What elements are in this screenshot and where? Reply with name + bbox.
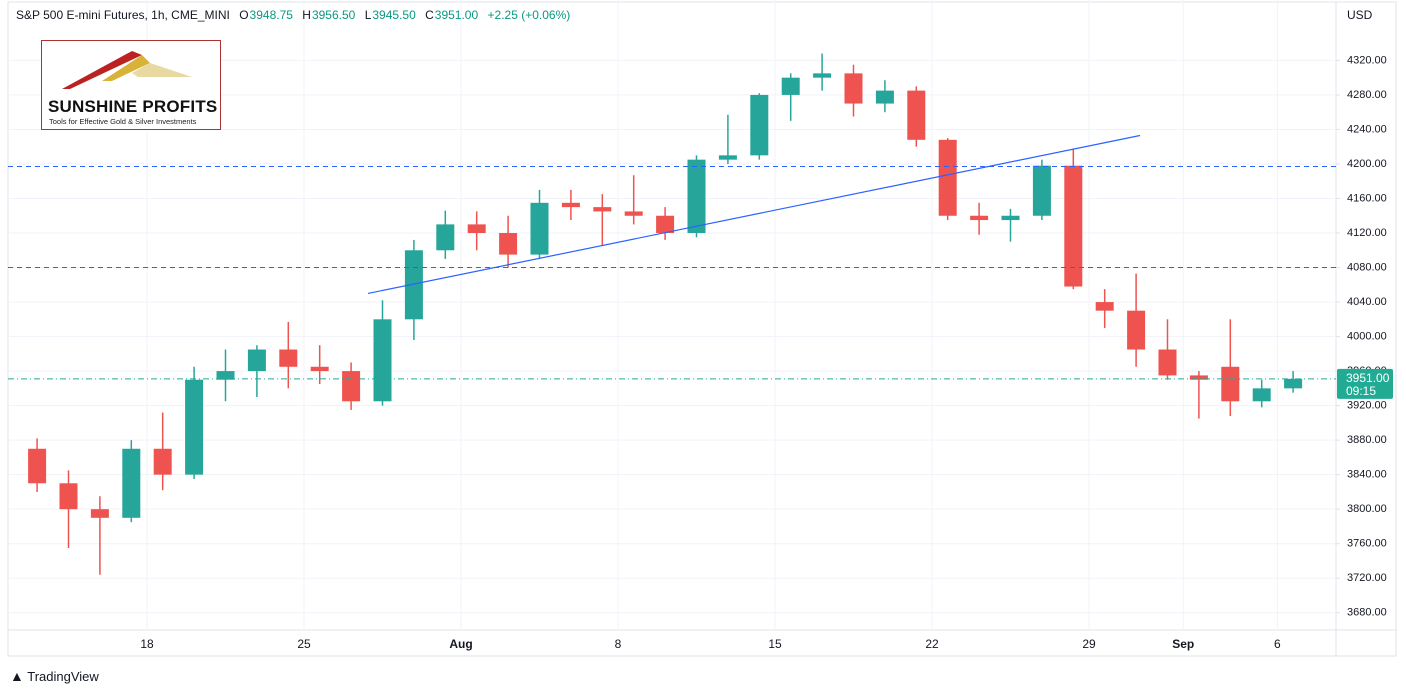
candle-body: [90, 509, 109, 518]
x-tick-label: Sep: [1172, 637, 1194, 651]
x-tick-label: 22: [925, 637, 939, 651]
candle-body: [813, 73, 832, 78]
logo-stripe: [132, 63, 192, 77]
candle-body: [216, 371, 235, 380]
candle-body: [279, 349, 298, 367]
x-tick-label: 29: [1082, 637, 1096, 651]
candle-body: [656, 215, 675, 234]
marks: [28, 53, 1303, 575]
candle-body: [593, 207, 612, 212]
y-tick-label: 3720.00: [1347, 572, 1387, 584]
candle-body: [750, 94, 769, 156]
candle-body: [59, 483, 78, 510]
candle-body: [970, 215, 989, 221]
x-tick-label: 6: [1274, 637, 1281, 651]
candle-body: [687, 159, 706, 234]
candle-body: [1252, 388, 1271, 402]
brand-footer: ▲ TradingView: [10, 668, 99, 684]
y-tick-label: 4080.00: [1347, 261, 1387, 273]
high-value: 3956.50: [311, 8, 356, 22]
logo-stripe: [102, 55, 150, 81]
brand-name: TradingView: [27, 669, 99, 684]
candle-body: [875, 90, 894, 104]
candle-body: [530, 202, 549, 255]
candle-body: [624, 211, 643, 216]
chart-frame: [7, 1, 1397, 657]
last-price-box: [1337, 368, 1393, 399]
candle-body: [1221, 366, 1240, 402]
symbol-title: S&P 500 E-mini Futures, 1h, CME_MINI: [16, 8, 230, 22]
candle-body: [153, 448, 172, 475]
candle-body: [28, 448, 47, 484]
y-tick-label: 4200.00: [1347, 158, 1387, 170]
candle-body: [907, 90, 926, 140]
grid: 3680.00 3720.00 3760.00 3800.00 3840.00 3880.…: [8, 0, 1387, 651]
y-tick-label: 4240.00: [1347, 123, 1387, 135]
candle-body: [404, 250, 423, 320]
y-tick-label: 3880.00: [1347, 434, 1387, 446]
candle-body: [436, 224, 455, 251]
logo-title: SUNSHINE PROFITS: [48, 97, 218, 116]
high-key: H: [302, 8, 311, 22]
candle-body: [1158, 349, 1177, 376]
x-tick-label: 25: [297, 637, 311, 651]
y-tick-label: 3920.00: [1347, 400, 1387, 412]
y-tick-label: 3760.00: [1347, 538, 1387, 550]
close-value: 3951.00: [434, 8, 479, 22]
candle-body: [561, 202, 580, 208]
candle-body: [1189, 375, 1208, 380]
candle-body: [247, 349, 266, 372]
y-tick-label: 4320.00: [1347, 54, 1387, 66]
last-price-label: 3951.00: [1346, 371, 1390, 385]
legend-header: S&P 500 E-mini Futures, 1h, CME_MINI O39…: [16, 8, 576, 22]
candle-body: [844, 73, 863, 104]
y-tick-label: 3680.00: [1347, 607, 1387, 619]
candle-body: [781, 77, 800, 95]
change-value: +2.25 (+0.06%): [487, 8, 571, 22]
y-tick-label: 3840.00: [1347, 469, 1387, 481]
candle-body: [1001, 215, 1020, 221]
trendline: [367, 134, 1141, 295]
candle-body: [1032, 165, 1051, 216]
x-tick-label: 8: [615, 637, 622, 651]
candle-body: [1095, 302, 1114, 311]
y-tick-label: 4280.00: [1347, 89, 1387, 101]
y-tick-label: 4160.00: [1347, 192, 1387, 204]
logo-tagline: Tools for Effective Gold & Silver Invest…: [49, 117, 197, 126]
countdown-label: 09:15: [1346, 384, 1376, 398]
candle-body: [1064, 165, 1083, 287]
y-tick-label: 4120.00: [1347, 227, 1387, 239]
y-tick-label: 4000.00: [1347, 330, 1387, 342]
candle-body: [718, 155, 737, 160]
candle-body: [342, 371, 361, 402]
open-key: O: [239, 8, 249, 22]
open-value: 3948.75: [249, 8, 293, 22]
x-tick-label: 15: [768, 637, 782, 651]
candle-body: [1127, 310, 1146, 350]
logo: SUNSHINE PROFITS Tools for Effective Gol…: [41, 40, 221, 130]
candle-body: [938, 139, 957, 216]
y-tick-label: 4040.00: [1347, 296, 1387, 308]
candle-body: [1284, 378, 1303, 389]
x-tick-label: Aug: [449, 637, 472, 651]
candle-body: [467, 224, 486, 234]
logo-stripe: [62, 51, 142, 89]
currency-label: USD: [1347, 8, 1373, 22]
low-key: L: [364, 8, 372, 22]
candle-body: [310, 366, 329, 372]
low-value: 3945.50: [372, 8, 416, 22]
x-tick-label: 18: [140, 637, 154, 651]
candle-body: [499, 233, 518, 255]
candle-body: [185, 379, 204, 475]
logo-graphic: [62, 51, 192, 89]
y-tick-label: 3800.00: [1347, 503, 1387, 515]
candle-body: [373, 319, 392, 402]
close-key: C: [425, 8, 434, 22]
candle-body: [122, 448, 141, 518]
